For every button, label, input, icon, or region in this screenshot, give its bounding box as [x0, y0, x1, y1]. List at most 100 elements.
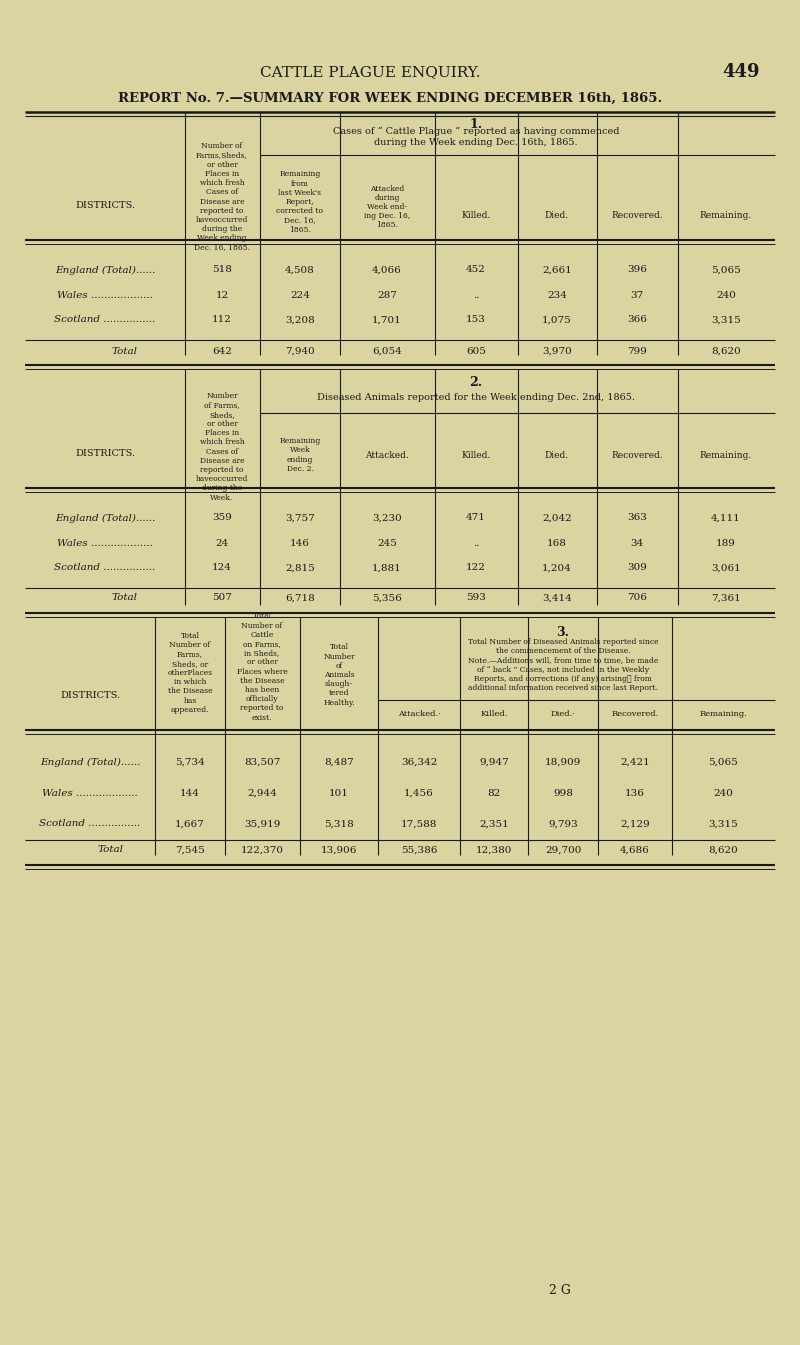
Text: 7,361: 7,361 [711, 593, 741, 603]
Text: Number
of Farms,
Sheds,
or other
Places in
which fresh
Cases of
Disease are
repo: Number of Farms, Sheds, or other Places … [196, 393, 248, 502]
Text: 13,906: 13,906 [321, 846, 357, 854]
Text: 5,065: 5,065 [711, 265, 741, 274]
Text: Died.·: Died.· [550, 710, 575, 718]
Text: 2,351: 2,351 [479, 819, 509, 829]
Text: 2,421: 2,421 [620, 757, 650, 767]
Text: 449: 449 [722, 63, 760, 81]
Text: 5,065: 5,065 [708, 757, 738, 767]
Text: England (Total)......: England (Total)...... [40, 757, 140, 767]
Text: 18,909: 18,909 [545, 757, 581, 767]
Text: 452: 452 [466, 265, 486, 274]
Text: 37: 37 [630, 291, 644, 300]
Text: 518: 518 [212, 265, 232, 274]
Text: Total
Number of
Cattle
on Farms,
in Sheds,
or other
Places where
the Disease
has: Total Number of Cattle on Farms, in Shed… [237, 612, 287, 722]
Text: 5,318: 5,318 [324, 819, 354, 829]
Text: Total Number of Diseased Animals reported since
the commencement of the Disease.: Total Number of Diseased Animals reporte… [468, 638, 658, 691]
Text: 240: 240 [713, 788, 733, 798]
Text: 5,734: 5,734 [175, 757, 205, 767]
Text: DISTRICTS.: DISTRICTS. [75, 448, 135, 457]
Text: 17,588: 17,588 [401, 819, 437, 829]
Text: 363: 363 [627, 514, 647, 522]
Text: 605: 605 [466, 347, 486, 355]
Text: Total: Total [112, 593, 138, 603]
Text: Recovered.: Recovered. [611, 211, 663, 219]
Text: 3,061: 3,061 [711, 564, 741, 573]
Text: Remaining.: Remaining. [699, 710, 747, 718]
Text: Scotland ................: Scotland ................ [39, 819, 141, 829]
Text: Total: Total [112, 347, 138, 355]
Text: Scotland ................: Scotland ................ [54, 316, 156, 324]
Text: 593: 593 [466, 593, 486, 603]
Text: 309: 309 [627, 564, 647, 573]
Text: 6,054: 6,054 [372, 347, 402, 355]
Text: 2.: 2. [470, 375, 482, 389]
Text: 35,919: 35,919 [244, 819, 280, 829]
Text: 2 G: 2 G [549, 1283, 571, 1297]
Text: DISTRICTS.: DISTRICTS. [75, 200, 135, 210]
Text: 1,701: 1,701 [372, 316, 402, 324]
Text: 245: 245 [377, 538, 397, 547]
Text: Cases of “ Cattle Plague ” reported as having commenced
during the Week ending D: Cases of “ Cattle Plague ” reported as h… [333, 128, 619, 147]
Text: Recovered.: Recovered. [611, 710, 658, 718]
Text: 396: 396 [627, 265, 647, 274]
Text: Remaining.: Remaining. [700, 451, 752, 460]
Text: 7,545: 7,545 [175, 846, 205, 854]
Text: 3,315: 3,315 [708, 819, 738, 829]
Text: 3,970: 3,970 [542, 347, 572, 355]
Text: Wales ...................: Wales ................... [57, 291, 153, 300]
Text: 471: 471 [466, 514, 486, 522]
Text: 5,356: 5,356 [372, 593, 402, 603]
Text: 240: 240 [716, 291, 736, 300]
Text: 3.: 3. [557, 627, 570, 639]
Text: Remaining
from
last Week's
Report,
corrected to
Dec. 16,
1865.: Remaining from last Week's Report, corre… [277, 171, 323, 234]
Text: 8,620: 8,620 [711, 347, 741, 355]
Text: 3,414: 3,414 [542, 593, 572, 603]
Text: 112: 112 [212, 316, 232, 324]
Text: Wales ...................: Wales ................... [42, 788, 138, 798]
Text: Attacked.·: Attacked.· [398, 710, 440, 718]
Text: 83,507: 83,507 [244, 757, 280, 767]
Text: 9,793: 9,793 [548, 819, 578, 829]
Text: 8,620: 8,620 [708, 846, 738, 854]
Text: 101: 101 [329, 788, 349, 798]
Text: Wales ...................: Wales ................... [57, 538, 153, 547]
Text: 7,940: 7,940 [285, 347, 315, 355]
Text: 8,487: 8,487 [324, 757, 354, 767]
Text: Remaining
Week
ending
Dec. 2.: Remaining Week ending Dec. 2. [279, 437, 321, 473]
Text: 136: 136 [625, 788, 645, 798]
Text: 153: 153 [466, 316, 486, 324]
Text: 122: 122 [466, 564, 486, 573]
Text: 4,111: 4,111 [711, 514, 741, 522]
Text: 799: 799 [627, 347, 647, 355]
Text: 359: 359 [212, 514, 232, 522]
Text: 507: 507 [212, 593, 232, 603]
Text: Killed.: Killed. [462, 211, 490, 219]
Text: 998: 998 [553, 788, 573, 798]
Text: 12,380: 12,380 [476, 846, 512, 854]
Text: 146: 146 [290, 538, 310, 547]
Text: Attacked
during
Week end-
ing Dec. 16,
1865.: Attacked during Week end- ing Dec. 16, 1… [364, 184, 410, 230]
Text: 1.: 1. [470, 117, 482, 130]
Text: 1,456: 1,456 [404, 788, 434, 798]
Text: 29,700: 29,700 [545, 846, 581, 854]
Text: 168: 168 [547, 538, 567, 547]
Text: 122,370: 122,370 [241, 846, 283, 854]
Text: Diseased Animals reported for the Week ending Dec. 2nd, 1865.: Diseased Animals reported for the Week e… [317, 393, 635, 402]
Text: 189: 189 [716, 538, 736, 547]
Text: 1,667: 1,667 [175, 819, 205, 829]
Text: 24: 24 [215, 538, 229, 547]
Text: 2,661: 2,661 [542, 265, 572, 274]
Text: DISTRICTS.: DISTRICTS. [60, 690, 120, 699]
Text: 642: 642 [212, 347, 232, 355]
Text: 4,066: 4,066 [372, 265, 402, 274]
Text: 3,757: 3,757 [285, 514, 315, 522]
Text: 706: 706 [627, 593, 647, 603]
Text: Attacked.: Attacked. [365, 451, 409, 460]
Text: 82: 82 [487, 788, 501, 798]
Text: Recovered.: Recovered. [611, 451, 663, 460]
Text: 2,129: 2,129 [620, 819, 650, 829]
Text: 234: 234 [547, 291, 567, 300]
Text: 3,315: 3,315 [711, 316, 741, 324]
Text: Killed.: Killed. [462, 451, 490, 460]
Text: Total: Total [97, 846, 123, 854]
